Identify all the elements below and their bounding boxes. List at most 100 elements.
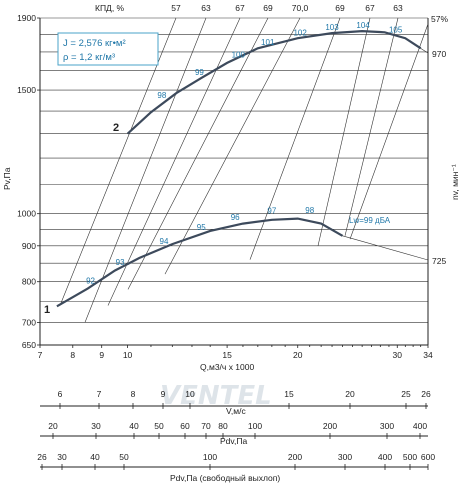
x-tick-label: 34 [423,350,433,360]
performance-curve-970 [126,29,422,135]
efficiency-label: 69 [335,3,345,13]
efficiency-label: 70,0 [292,3,309,13]
efficiency-line [249,17,341,260]
noise-label: 97 [267,207,276,216]
scale-tick-label: 7 [97,389,102,399]
scale-tick-label: 300 [380,421,394,431]
y-axis-title: Pv,Па [2,167,12,190]
grid-lines: 650 700 800 900 1000 1500 1900 7 8 9 10 15 20 30 34 [17,13,433,360]
noise-label: 102 [293,28,307,37]
scale-tick-label: 50 [154,421,164,431]
scale-tick-label: 400 [413,421,427,431]
velocity-scale-title: V,м/с [226,406,246,416]
noise-label: 93 [116,258,125,267]
scale-tick-label: 100 [203,452,217,462]
efficiency-line [127,17,269,290]
scale-tick-label: 9 [161,389,166,399]
speed-label-970: 970 [432,49,446,59]
scale-tick-label: 25 [401,389,411,399]
efficiency-label: 67 [235,3,245,13]
axes [39,18,429,346]
x-tick-label: 8 [70,350,75,360]
scale-tick-label: 300 [338,452,352,462]
efficiency-label: 69 [263,3,273,13]
efficiency-line [344,17,399,236]
x-tick-label: 7 [38,350,43,360]
x-axis-title: Q,м3/ч x 1000 [200,362,254,372]
scale-tick-label: 40 [90,452,100,462]
curve-marker-2: 2 [113,122,119,134]
x-tick-label: 9 [99,350,104,360]
speed-leader-line [420,48,429,54]
efficiency-line [59,17,177,306]
efficiency-line [317,17,371,246]
curve-marker-1: 1 [44,304,50,316]
speed-leader-line [342,235,429,261]
y-tick-label: 1000 [17,209,36,219]
scale-tick-label: 200 [288,452,302,462]
noise-label: 95 [197,223,206,232]
y-tick-label: 700 [22,317,36,327]
chart-labels: Pv,Па Q,м3/ч x 1000 nv, мин⁻¹ КПД, % 57%… [2,3,460,372]
scale-tick-label: 70 [201,421,211,431]
efficiency-title: КПД, % [95,3,125,13]
x-tick-label: 10 [123,350,133,360]
noise-label: 103 [325,23,339,32]
scale-tick-label: 400 [378,452,392,462]
scale-tick-label: 50 [119,452,129,462]
lw-label: Lw=99 дБА [349,216,391,225]
efficiency-line [349,23,429,240]
scale-tick-label: 20 [48,421,58,431]
noise-label: 98 [157,91,166,100]
scale-tick-label: 20 [345,389,355,399]
scale-tick-label: 6 [58,389,63,399]
efficiency-label: 63 [201,3,211,13]
scale-tick-label: 26 [37,452,47,462]
scale-tick-label: 500 [403,452,417,462]
efficiency-label: 57 [171,3,181,13]
noise-label: 98 [305,206,314,215]
x-tick-label: 15 [222,350,232,360]
y-tick-label: 900 [22,241,36,251]
scale-tick-label: 40 [129,421,139,431]
y-tick-label: 800 [22,277,36,287]
speed-label-725: 725 [432,256,446,266]
pdv-free-scale-title: Pdv,Па (свободный выхлоп) [170,473,280,483]
noise-label: 104 [356,21,370,30]
scale-tick-label: 30 [57,452,67,462]
legend-box [57,32,159,66]
efficiency-label: 67 [365,3,375,13]
y-tick-label: 1900 [17,13,36,23]
efficiency-label: 63 [393,3,403,13]
efficiency-lines: 57 63 67 69 70,0 69 67 63 [59,3,429,323]
y-tick-label: 1500 [17,85,36,95]
noise-label: 105 [389,25,403,34]
bottom-scales: V,м/с Pdv,Па Pdv,Па (свободный выхлоп) V… [37,381,435,483]
noise-label: 94 [160,237,169,246]
scale-tick-label: 100 [248,421,262,431]
pdv-scale-title: Pdv,Па [220,436,247,446]
noise-label: 92 [86,277,95,286]
x-tick-label: 30 [393,350,403,360]
noise-label: 96 [231,213,240,222]
scale-tick-label: 600 [421,452,435,462]
scale-tick-label: 10 [185,389,195,399]
efficiency-right-label: 57% [431,14,448,24]
scale-tick-label: 60 [180,421,190,431]
x-tick-label: 20 [293,350,303,360]
scale-tick-label: 200 [323,421,337,431]
scale-tick-label: 15 [284,389,294,399]
scale-tick-label: 26 [421,389,431,399]
noise-label: 100 [232,51,246,60]
scale-tick-label: 80 [218,421,228,431]
right-axis-title: nv, мин⁻¹ [450,164,460,200]
efficiency-line [164,17,301,275]
y-tick-label: 650 [22,340,36,350]
watermark-logo: VENTEL [160,381,272,411]
noise-label: 99 [195,68,204,77]
efficiency-line [107,17,241,306]
scale-tick-label: 30 [91,421,101,431]
performance-curves: 98 99 100 101 102 103 104 105 92 93 94 95 96 97 98 [56,21,429,308]
legend-density: ρ = 1,2 кг/м³ [63,52,115,63]
